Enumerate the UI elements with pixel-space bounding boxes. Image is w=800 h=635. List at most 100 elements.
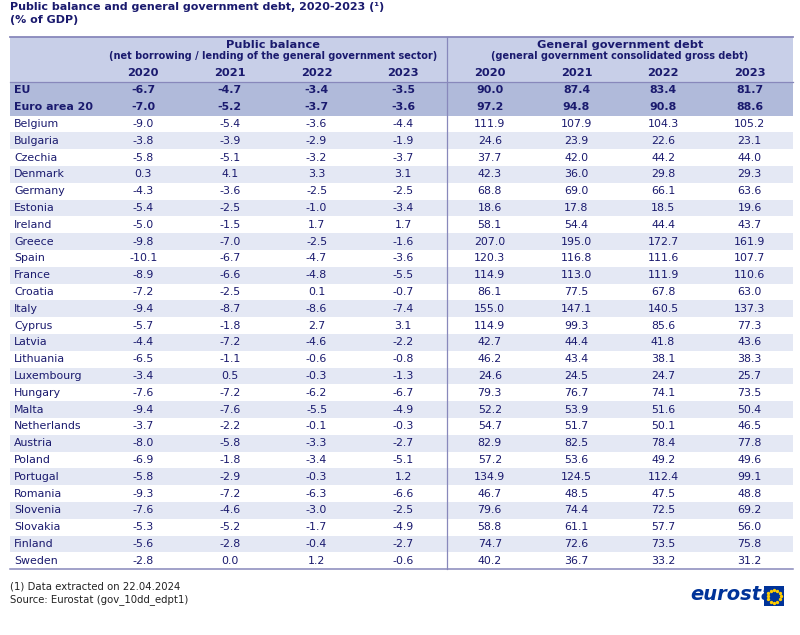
Text: -3.7: -3.7 [305, 102, 329, 112]
Text: Greece: Greece [14, 237, 54, 246]
Bar [10, 519, 793, 535]
Text: 68.8: 68.8 [478, 186, 502, 196]
Text: General government debt: General government debt [537, 40, 703, 50]
Text: 24.7: 24.7 [651, 371, 675, 381]
Text: -5.8: -5.8 [219, 438, 241, 448]
Text: 161.9: 161.9 [734, 237, 766, 246]
Text: 48.5: 48.5 [564, 488, 589, 498]
Text: 90.0: 90.0 [476, 85, 503, 95]
Text: 97.2: 97.2 [476, 102, 503, 112]
Text: -7.2: -7.2 [219, 488, 241, 498]
Text: 36.7: 36.7 [564, 556, 589, 566]
Bar [10, 183, 793, 199]
Text: 113.0: 113.0 [561, 271, 592, 280]
Text: 99.1: 99.1 [738, 472, 762, 482]
Text: -6.5: -6.5 [133, 354, 154, 364]
Text: 2.7: 2.7 [308, 321, 325, 331]
Text: -5.1: -5.1 [219, 152, 241, 163]
Text: -3.2: -3.2 [306, 152, 327, 163]
Text: -4.7: -4.7 [218, 85, 242, 95]
Bar [10, 334, 793, 351]
Text: -4.7: -4.7 [306, 253, 327, 264]
Text: -0.3: -0.3 [306, 472, 327, 482]
Text: -4.4: -4.4 [133, 337, 154, 347]
Text: 83.4: 83.4 [650, 85, 677, 95]
Text: -7.0: -7.0 [131, 102, 155, 112]
Text: -5.4: -5.4 [133, 203, 154, 213]
Text: Germany: Germany [14, 186, 65, 196]
Text: -7.0: -7.0 [219, 237, 241, 246]
Text: 74.4: 74.4 [564, 505, 589, 516]
Text: -9.4: -9.4 [133, 404, 154, 415]
Text: -7.4: -7.4 [393, 304, 414, 314]
Text: 79.3: 79.3 [478, 388, 502, 398]
Text: -6.7: -6.7 [131, 85, 155, 95]
Text: -2.5: -2.5 [393, 505, 414, 516]
Text: 82.9: 82.9 [478, 438, 502, 448]
Text: -3.4: -3.4 [306, 455, 327, 465]
Text: -1.3: -1.3 [393, 371, 414, 381]
Text: 43.7: 43.7 [738, 220, 762, 230]
Text: -0.6: -0.6 [306, 354, 327, 364]
Text: Public balance: Public balance [226, 40, 320, 50]
Text: 18.5: 18.5 [651, 203, 675, 213]
Text: -3.7: -3.7 [393, 152, 414, 163]
Text: 67.8: 67.8 [651, 287, 675, 297]
Text: 104.3: 104.3 [647, 119, 678, 129]
Text: 114.9: 114.9 [474, 271, 506, 280]
Text: 40.2: 40.2 [478, 556, 502, 566]
Text: -4.4: -4.4 [393, 119, 414, 129]
Bar [10, 552, 793, 569]
Text: 57.7: 57.7 [651, 522, 675, 532]
Text: 54.4: 54.4 [565, 220, 589, 230]
Text: -4.9: -4.9 [393, 522, 414, 532]
Text: Finland: Finland [14, 539, 54, 549]
Text: -5.2: -5.2 [219, 522, 241, 532]
Text: 2023: 2023 [734, 68, 766, 78]
Text: 86.1: 86.1 [478, 287, 502, 297]
Text: -2.8: -2.8 [219, 539, 241, 549]
Text: 69.2: 69.2 [738, 505, 762, 516]
Text: -5.0: -5.0 [133, 220, 154, 230]
Text: Cyprus: Cyprus [14, 321, 52, 331]
Text: 2022: 2022 [301, 68, 332, 78]
Text: 0.3: 0.3 [134, 170, 152, 180]
Text: (1) Data extracted on 22.04.2024: (1) Data extracted on 22.04.2024 [10, 581, 180, 591]
Text: Denmark: Denmark [14, 170, 65, 180]
Text: -3.4: -3.4 [133, 371, 154, 381]
Text: Romania: Romania [14, 488, 62, 498]
Text: 107.9: 107.9 [561, 119, 592, 129]
Bar [10, 384, 793, 401]
Text: -2.5: -2.5 [393, 186, 414, 196]
Text: 2022: 2022 [647, 68, 679, 78]
Text: 25.7: 25.7 [738, 371, 762, 381]
Text: 51.6: 51.6 [651, 404, 675, 415]
Text: 87.4: 87.4 [563, 85, 590, 95]
Text: 4.1: 4.1 [222, 170, 238, 180]
Text: (net borrowing / lending of the general government sector): (net borrowing / lending of the general … [109, 51, 438, 61]
Text: -6.2: -6.2 [306, 388, 327, 398]
Text: -4.8: -4.8 [306, 271, 327, 280]
Text: -4.6: -4.6 [219, 505, 241, 516]
Text: -5.1: -5.1 [393, 455, 414, 465]
Text: Belgium: Belgium [14, 119, 59, 129]
Bar [10, 469, 793, 485]
Text: -1.1: -1.1 [219, 354, 241, 364]
Text: -5.4: -5.4 [219, 119, 241, 129]
Text: -3.4: -3.4 [393, 203, 414, 213]
Bar [10, 199, 793, 217]
Text: -3.6: -3.6 [393, 253, 414, 264]
Bar [10, 535, 793, 552]
Text: 124.5: 124.5 [561, 472, 592, 482]
Bar [10, 368, 793, 384]
Text: 2021: 2021 [561, 68, 592, 78]
Text: -3.4: -3.4 [305, 85, 329, 95]
Text: Ireland: Ireland [14, 220, 52, 230]
Text: -2.5: -2.5 [219, 287, 241, 297]
Text: 24.5: 24.5 [565, 371, 589, 381]
Text: 42.3: 42.3 [478, 170, 502, 180]
Text: 147.1: 147.1 [561, 304, 592, 314]
Bar [10, 284, 793, 300]
Text: 42.7: 42.7 [478, 337, 502, 347]
Text: -6.9: -6.9 [133, 455, 154, 465]
